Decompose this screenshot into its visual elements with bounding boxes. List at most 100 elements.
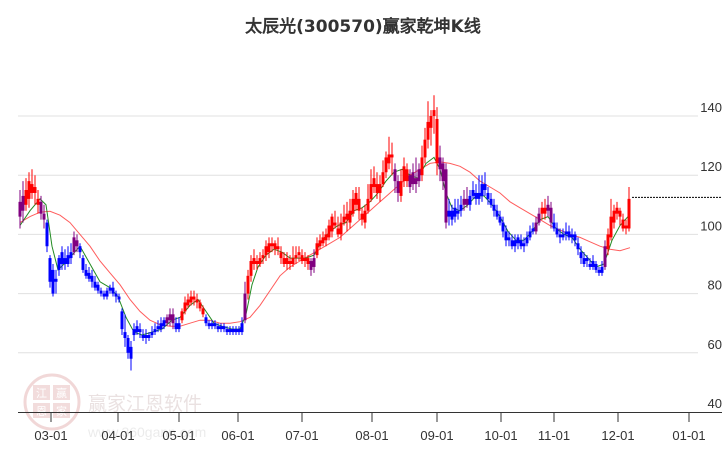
candle	[33, 175, 37, 205]
candle	[474, 184, 478, 205]
candle	[288, 255, 292, 270]
candle	[540, 201, 544, 220]
candle	[81, 255, 85, 273]
candle	[390, 142, 394, 176]
candle	[117, 293, 121, 303]
candle	[291, 246, 295, 267]
candle	[525, 231, 529, 247]
candle	[399, 169, 403, 202]
candle	[174, 317, 178, 333]
y-tick-label: 120	[700, 159, 722, 174]
candle	[216, 323, 220, 333]
x-axis: 03-01 04-01 05-01 06-01 07-01 08-01 09-01 10-01…	[18, 412, 722, 443]
candle	[396, 175, 400, 202]
candle	[612, 204, 616, 229]
candle	[579, 246, 583, 264]
candle	[45, 219, 49, 253]
candle	[384, 151, 388, 179]
candle	[204, 314, 208, 327]
candle	[255, 255, 259, 270]
candle	[375, 172, 379, 199]
x-tick-label: 01-01	[672, 428, 705, 443]
candle	[330, 213, 334, 238]
candle	[285, 252, 289, 270]
candle	[483, 172, 487, 196]
candle	[609, 198, 613, 241]
candle	[30, 169, 34, 199]
candle	[57, 255, 61, 276]
candle	[276, 237, 280, 256]
candle	[585, 255, 589, 267]
candle	[591, 255, 595, 270]
watermark-text: 赢家江恩软件	[88, 393, 202, 415]
x-tick-label: 06-01	[221, 428, 254, 443]
x-tick-label: 10-01	[484, 428, 517, 443]
candle	[582, 252, 586, 267]
candle	[618, 207, 622, 226]
candle	[231, 326, 235, 336]
candle	[336, 216, 340, 238]
candle	[327, 219, 331, 241]
x-tick-label: 03-01	[34, 428, 67, 443]
candle	[228, 326, 232, 336]
x-tick-label: 08-01	[355, 428, 388, 443]
candle	[468, 190, 472, 211]
candle	[297, 246, 301, 262]
candle	[114, 290, 118, 303]
candle	[69, 243, 73, 264]
ma-long-line	[19, 161, 631, 327]
candle	[294, 246, 298, 264]
x-tick-label: 07-01	[285, 428, 318, 443]
candle	[207, 320, 211, 330]
candle	[252, 249, 256, 270]
candle	[240, 317, 244, 336]
svg-text:家: 家	[56, 404, 67, 418]
candle	[519, 234, 523, 250]
candle	[549, 201, 553, 229]
candle	[24, 178, 28, 211]
candle	[486, 187, 490, 205]
candle	[51, 264, 55, 297]
candle	[492, 198, 496, 217]
candle	[279, 246, 283, 264]
candle	[309, 258, 313, 276]
candle	[504, 225, 508, 247]
x-tick-label: 11-01	[538, 428, 570, 443]
watermark: 江 赢 恩 家 赢家江恩软件 www.360gann.com	[23, 373, 206, 440]
candle	[123, 314, 127, 347]
candle	[159, 317, 163, 333]
candle	[270, 237, 274, 253]
y-tick-label: 40	[708, 396, 722, 411]
candle	[381, 160, 385, 188]
candle	[366, 184, 370, 214]
y-axis-labels: 40 60 80 100 120 140	[700, 100, 722, 411]
y-tick-label: 60	[708, 337, 722, 352]
candle	[189, 290, 193, 306]
candle	[378, 175, 382, 202]
candle	[387, 136, 391, 170]
candle	[354, 187, 358, 211]
candle	[495, 204, 499, 220]
candle	[171, 308, 175, 330]
svg-text:江: 江	[36, 387, 47, 400]
chart-title: 太辰光(300570)赢家乾坤K线	[245, 17, 481, 37]
candle	[507, 231, 511, 247]
candle	[432, 95, 436, 134]
candle	[156, 320, 160, 333]
gridlines	[18, 115, 698, 354]
candle	[408, 169, 412, 193]
x-tick-label: 04-01	[101, 428, 134, 443]
candle	[315, 237, 319, 259]
candle	[249, 255, 253, 282]
candle	[414, 157, 418, 193]
candle	[162, 317, 166, 330]
candle	[108, 284, 112, 294]
candle	[72, 231, 76, 256]
candle	[438, 145, 442, 182]
candle	[300, 249, 304, 264]
candle	[135, 320, 139, 336]
candle	[372, 166, 376, 193]
candle	[513, 234, 517, 253]
candle	[537, 207, 541, 226]
